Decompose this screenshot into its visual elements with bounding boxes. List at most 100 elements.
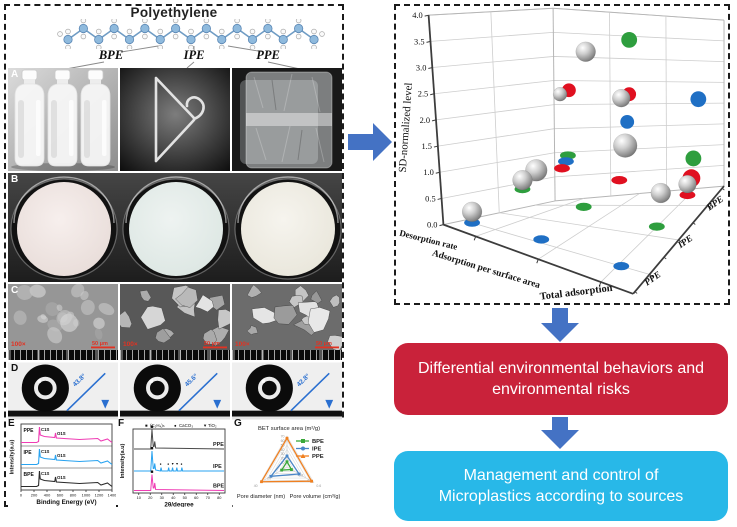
arrow-down-icon <box>541 308 579 342</box>
xrd-x-axis-title: 2θ/degree <box>164 502 194 508</box>
xps-peak-label: O1S <box>57 453 66 458</box>
z-tick-label: 2.5 <box>418 90 428 99</box>
panel-letter-b: B <box>11 174 19 185</box>
metric-tick-label: Total adsorption <box>539 283 613 301</box>
xps-x-tick: 800 <box>70 493 77 498</box>
xps-x-tick: 1200 <box>95 493 104 498</box>
sem-metadata-bar <box>120 350 230 360</box>
xps-chart: PPE C1S O1S IPE C1S O1S BPE C1S O1S 0 200 400 600 800… <box>10 423 117 506</box>
xrd-panel: F ■ (C₂H₄)ₙ ● CaCO₃ ▼ TiO₂ PPE ● ● ▼ ▼ ● IPE BPE 10 20 3… <box>118 418 232 509</box>
xps-peak-label: C1S <box>41 427 49 432</box>
xps-peak-label: O1S <box>57 431 66 436</box>
panel-letter-e: E <box>8 418 15 429</box>
xps-peak-label: O1S <box>57 475 66 480</box>
sem-magnification: 100× <box>235 341 250 348</box>
plastic-bags-image <box>232 68 342 171</box>
z-tick-label: 1.5 <box>421 142 431 151</box>
source-tick-label: PPE <box>643 270 663 288</box>
contact-angle-bpe: 43.8° <box>8 362 118 420</box>
xrd-x-tick: 70 <box>206 495 211 500</box>
xrd-legend-marker: ● <box>174 423 177 428</box>
source-tick-label: IPE <box>676 234 695 252</box>
source-tick-label: BPE <box>704 195 725 214</box>
radar-tick: 20 <box>281 457 285 461</box>
xrd-series-label: IPE <box>213 464 222 470</box>
sem-metadata-bar <box>8 350 118 360</box>
droplet-image <box>120 362 230 420</box>
xps-panel: E PPE C1S O1S IPE C1S O1S BPE C1S O1S 0 200 400 600 8… <box>8 418 117 507</box>
radar-axis-title: Pore volume (cm³/g) <box>290 494 341 500</box>
source-label-ipe: IPE <box>183 48 205 62</box>
z-tick-label: 4.0 <box>412 11 422 20</box>
radar-tick: 10 <box>281 461 285 465</box>
xps-x-tick: 200 <box>31 493 38 498</box>
xrd-phase-marker: ▼ <box>171 462 174 466</box>
sem-image-ipe: 100× 50 μm <box>120 284 230 360</box>
radar-tick: 0.6 <box>316 484 321 488</box>
xrd-x-tick: 30 <box>160 495 165 500</box>
radar-chart: 102030405060700.20.40.62040BPEIPEPPEBET … <box>237 426 341 500</box>
radar-panel: G 10 20 30 40 50 60 70 0.2 0.4 0.6 20 40 BPE IPE PPE BE… <box>234 418 344 507</box>
characterization-panel: Polyethylene BPE IPE PPE A <box>4 4 344 509</box>
risk-statement-line1: Differential environmental behaviors and <box>417 359 705 377</box>
z-tick-label: 0.5 <box>425 194 435 203</box>
xrd-phase-marker: ● <box>160 462 162 466</box>
xrd-series-label: PPE <box>213 442 224 448</box>
sem-magnification: 100× <box>11 341 26 348</box>
xrd-phase-marker: ● <box>167 462 169 466</box>
xps-series-label: PPE <box>24 428 35 434</box>
photo-ipe-hanger <box>120 68 230 171</box>
xrd-series-label: BPE <box>213 484 224 490</box>
photo-bpe-bottles <box>8 68 118 171</box>
droplet-image <box>232 362 342 420</box>
xrd-x-tick: 60 <box>194 495 199 500</box>
xps-series-label: IPE <box>24 450 33 456</box>
z-axis-title: SD-normalized level <box>397 82 415 173</box>
sem-micrograph: 100× 50 μm <box>8 284 118 350</box>
polymer-title: Polyethylene <box>130 5 218 20</box>
management-statement-line1: Management and control of <box>463 466 659 484</box>
sem-metadata-bar <box>232 350 342 360</box>
xrd-legend-marker: ■ <box>145 423 148 428</box>
z-tick-label: 1.0 <box>423 168 433 177</box>
radar-tick: 40 <box>281 448 285 452</box>
xrd-phase-marker: ● <box>180 462 182 466</box>
sem-scale-bar: 50 μm <box>92 341 108 347</box>
panel-letter-d: D <box>11 363 19 374</box>
xps-x-tick: 600 <box>57 493 64 498</box>
metric-tick-label: Desorption rate <box>398 228 458 252</box>
powder-dish-row: B <box>8 173 342 282</box>
xps-x-tick: 400 <box>44 493 51 498</box>
source-connector-lines <box>65 45 301 70</box>
source-label-ppe: PPE <box>256 48 280 62</box>
xrd-phase-marker: ▼ <box>175 462 178 466</box>
sem-image-ppe: 100× 50 μm <box>232 284 342 360</box>
xrd-legend-label: CaCO₃ <box>179 423 193 428</box>
polyethylene-molecule-diagram <box>57 19 325 49</box>
photo-ppe-bags <box>232 68 342 171</box>
radar-tick: 20 <box>267 476 271 480</box>
z-tick-label: 2.0 <box>420 116 430 125</box>
sem-scale-bar: 50 μm <box>316 341 332 347</box>
arrow-down-icon <box>541 417 579 449</box>
arrow-right-icon <box>348 123 392 161</box>
radar-tick: 30 <box>281 452 285 456</box>
xrd-legend-label: TiO₂ <box>208 423 217 428</box>
product-photo-row: A <box>8 68 342 171</box>
radar-axis-title: BET surface area (m²/g) <box>258 426 320 432</box>
radar-legend-label: IPE <box>312 447 321 453</box>
xrd-x-tick: 20 <box>148 495 153 500</box>
risk-statement-line2: environmental risks <box>492 381 630 398</box>
panel-letter-g: G <box>234 418 242 429</box>
xrd-x-tick: 10 <box>137 495 142 500</box>
xrd-legend-marker: ▼ <box>203 423 207 428</box>
droplet-image <box>8 362 118 420</box>
radar-tick: 40 <box>254 484 258 488</box>
radar-legend-label: BPE <box>312 439 324 445</box>
management-statement-line2: Microplastics according to sources <box>438 488 684 505</box>
contact-angle-row: D 43.8° 45.6° 42.8° <box>8 362 342 420</box>
xps-series-label: BPE <box>24 472 35 478</box>
radar-tick: 60 <box>281 439 285 443</box>
